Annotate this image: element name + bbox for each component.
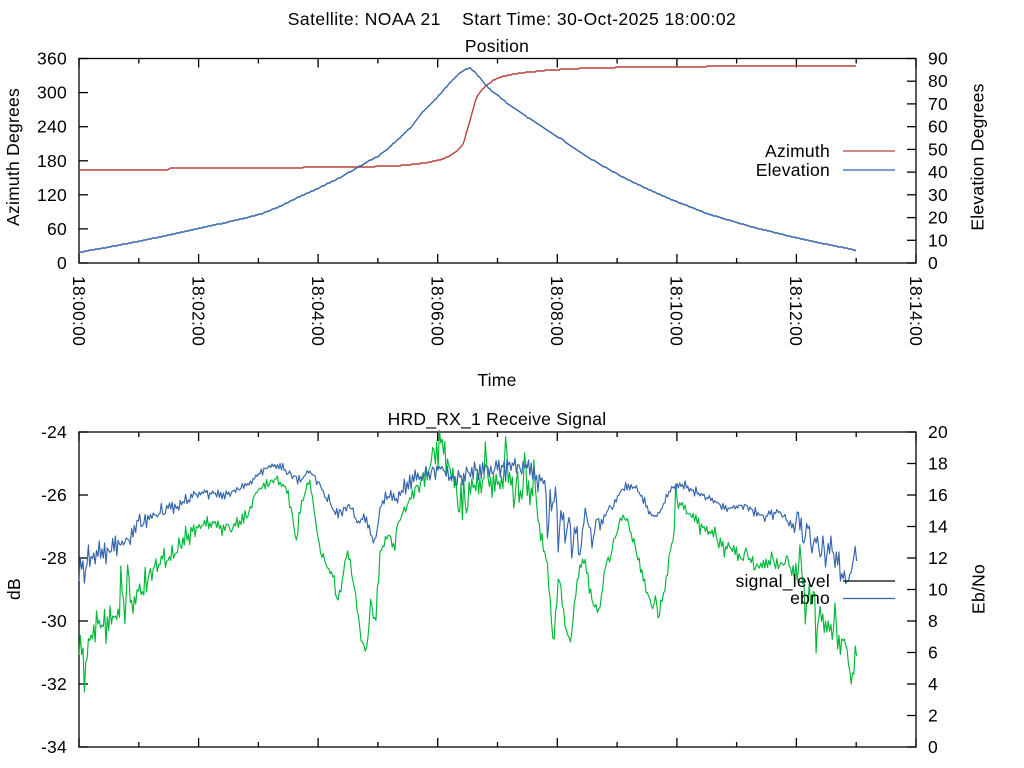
svg-text:18:10:00: 18:10:00 (667, 276, 687, 346)
svg-text:18:12:00: 18:12:00 (786, 276, 806, 346)
svg-text:-28: -28 (41, 548, 67, 568)
svg-text:Elevation: Elevation (756, 160, 830, 180)
svg-text:0: 0 (928, 737, 938, 757)
svg-text:10: 10 (928, 580, 948, 600)
svg-text:80: 80 (928, 71, 948, 91)
svg-text:-34: -34 (41, 737, 67, 757)
svg-text:ebno: ebno (790, 588, 830, 608)
svg-text:360: 360 (37, 49, 67, 69)
svg-text:-32: -32 (41, 674, 67, 694)
svg-text:Eb/No: Eb/No (969, 564, 989, 614)
svg-text:18:02:00: 18:02:00 (188, 276, 208, 346)
svg-text:16: 16 (928, 485, 948, 505)
svg-text:20: 20 (928, 208, 948, 228)
svg-text:30: 30 (928, 185, 948, 205)
svg-text:14: 14 (928, 517, 948, 537)
svg-text:Azimuth: Azimuth (765, 141, 830, 161)
svg-text:240: 240 (37, 117, 67, 137)
svg-text:-24: -24 (41, 422, 67, 442)
svg-text:4: 4 (928, 674, 938, 694)
svg-text:6: 6 (928, 643, 938, 663)
svg-text:18:06:00: 18:06:00 (428, 276, 448, 346)
svg-text:HRD_RX_1 Receive Signal: HRD_RX_1 Receive Signal (388, 409, 607, 430)
svg-text:18:08:00: 18:08:00 (547, 276, 567, 346)
svg-text:Elevation Degrees: Elevation Degrees (968, 83, 988, 230)
svg-text:180: 180 (37, 151, 67, 171)
svg-text:Time: Time (477, 370, 516, 390)
svg-text:90: 90 (928, 49, 948, 69)
svg-text:60: 60 (47, 219, 67, 239)
svg-text:dB: dB (4, 578, 24, 600)
svg-text:60: 60 (928, 117, 948, 137)
svg-text:8: 8 (928, 611, 938, 631)
svg-text:120: 120 (37, 185, 67, 205)
svg-text:70: 70 (928, 94, 948, 114)
svg-text:18:04:00: 18:04:00 (308, 276, 328, 346)
svg-text:50: 50 (928, 139, 948, 159)
svg-text:-30: -30 (41, 611, 67, 631)
svg-text:0: 0 (57, 253, 67, 273)
svg-text:40: 40 (928, 162, 948, 182)
svg-text:0: 0 (928, 253, 938, 273)
svg-text:18: 18 (928, 454, 948, 474)
svg-text:Satellite: NOAA 21 Start Ti: Satellite: NOAA 21 Start Time: 30-Oct-20… (288, 9, 736, 29)
svg-text:Azimuth Degrees: Azimuth Degrees (3, 88, 23, 226)
svg-text:20: 20 (928, 422, 948, 442)
svg-text:12: 12 (928, 548, 948, 568)
svg-text:Position: Position (465, 36, 529, 56)
svg-text:18:00:00: 18:00:00 (69, 276, 89, 346)
svg-text:10: 10 (928, 230, 948, 250)
svg-text:18:14:00: 18:14:00 (906, 276, 926, 346)
svg-text:signal_level: signal_level (736, 571, 830, 592)
svg-text:2: 2 (928, 706, 938, 726)
svg-text:-26: -26 (41, 485, 67, 505)
svg-text:300: 300 (37, 83, 67, 103)
